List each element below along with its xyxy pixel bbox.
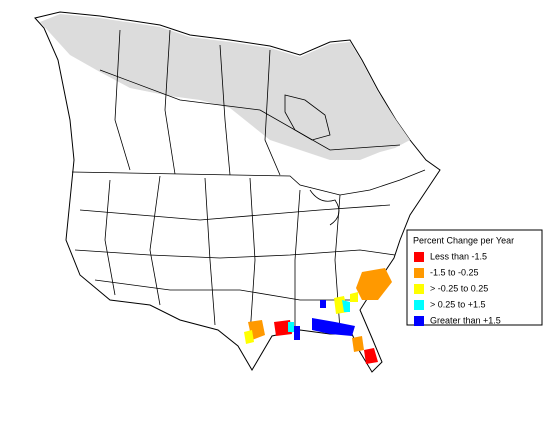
trend-patch [312,318,355,336]
no-data-region [40,14,410,160]
legend-box [406,229,543,326]
trend-patch [342,300,350,312]
trend-patch [352,336,364,352]
hudson-bay [284,94,331,141]
trend-patch [364,348,378,364]
trend-patch [288,322,294,332]
trend-patch [274,320,292,336]
trend-patch [294,326,300,340]
legend-swatch [414,252,424,262]
legend-title: Percent Change per Year [413,235,514,245]
trend-patches [244,268,392,364]
trend-patch [320,300,326,308]
legend-label: Greater than +1.5 [430,315,501,325]
trend-patch [356,268,392,300]
legend-label: Less than -1.5 [430,251,487,261]
legend-swatch [414,300,424,310]
legend-label: > 0.25 to +1.5 [430,299,486,309]
legend-swatch [414,316,424,326]
legend: Percent Change per Year Less than -1.5 -1… [406,229,543,326]
trend-patch [350,292,358,302]
legend-label: -1.5 to -0.25 [430,267,479,277]
trend-patch [244,330,254,344]
legend-swatch [414,268,424,278]
legend-label: > -0.25 to 0.25 [430,283,488,293]
legend-swatch [414,284,424,294]
